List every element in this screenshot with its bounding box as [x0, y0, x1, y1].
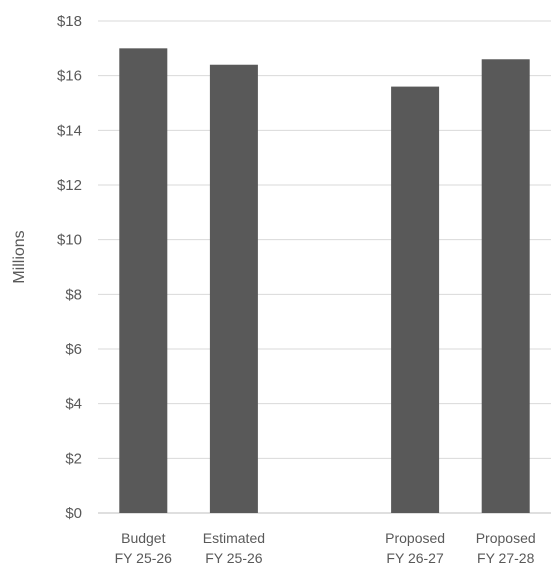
- y-tick-label: $6: [65, 341, 82, 358]
- x-category-label: Proposed FY 27-28: [476, 530, 536, 566]
- gridlines: [98, 20, 551, 514]
- bar: [481, 59, 530, 514]
- x-category-label: Estimated FY 25-26: [203, 530, 265, 566]
- bars: [119, 48, 530, 514]
- bar: [391, 86, 440, 513]
- y-tick-label: $12: [57, 177, 82, 194]
- bar: [209, 64, 258, 513]
- y-tick-label: $10: [57, 232, 82, 249]
- x-category-label: Proposed FY 26-27: [385, 530, 445, 566]
- y-tick-label: $2: [65, 450, 82, 467]
- y-tick-label: $16: [57, 68, 82, 85]
- bar: [119, 48, 168, 513]
- y-tick-label: $4: [65, 396, 82, 413]
- y-tick-label: $18: [57, 13, 82, 30]
- x-category-label: Budget FY 25-26: [115, 530, 173, 566]
- y-tick-label: $8: [65, 286, 82, 303]
- y-axis-ticks: $0 $2 $4 $6 $8 $10 $12 $14 $16 $18: [57, 13, 82, 522]
- y-axis-title: Millions: [11, 230, 28, 283]
- y-tick-label: $14: [57, 122, 82, 139]
- x-axis-labels: Budget FY 25-26 Estimated FY 25-26 Proposed F…: [115, 530, 536, 566]
- y-tick-label: $0: [65, 505, 82, 522]
